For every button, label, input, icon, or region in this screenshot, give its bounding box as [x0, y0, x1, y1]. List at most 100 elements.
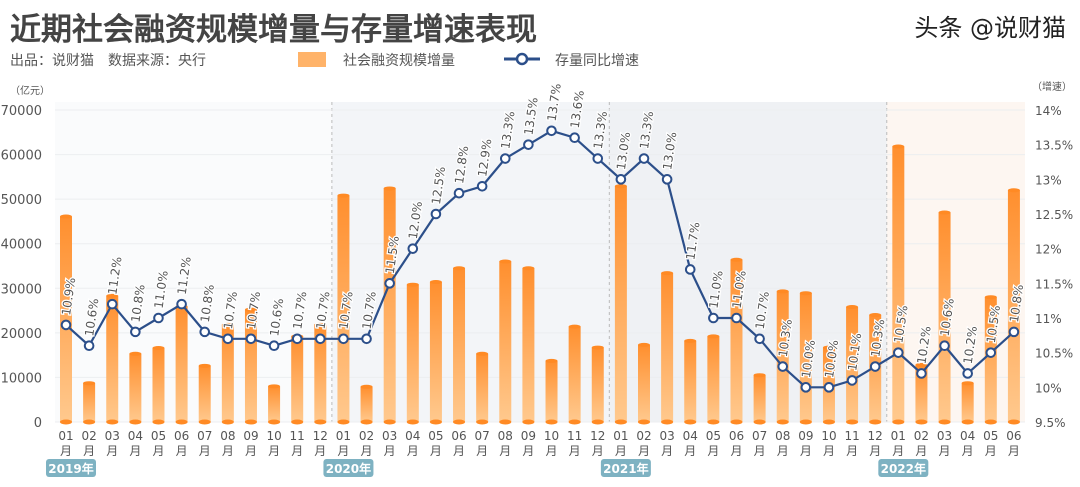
bar — [707, 336, 720, 422]
month-suffix: 月 — [522, 444, 534, 458]
bar-base — [730, 419, 743, 425]
month-suffix: 月 — [661, 444, 673, 458]
growth-data-label: 11.2% — [175, 256, 194, 296]
growth-point — [83, 340, 95, 352]
growth-data-label: 13.6% — [568, 89, 587, 129]
month-suffix: 月 — [152, 444, 164, 458]
growth-data-label: 10.1% — [845, 332, 864, 372]
left-tick-label: 30000 — [1, 282, 42, 297]
month-suffix: 月 — [707, 444, 719, 458]
growth-data-label: 13.3% — [498, 110, 517, 150]
month-label: 10 — [266, 429, 281, 443]
growth-point — [869, 361, 881, 372]
bar — [522, 268, 535, 422]
bar-base — [83, 419, 96, 425]
growth-data-label: 12.8% — [452, 145, 471, 185]
bar-base — [337, 419, 350, 425]
bar-cap — [499, 259, 512, 264]
bar-base — [614, 419, 627, 425]
month-suffix: 月 — [985, 444, 997, 458]
bar — [545, 360, 558, 422]
bar — [83, 383, 96, 422]
month-suffix: 月 — [569, 444, 581, 458]
growth-data-label: 10.8% — [198, 284, 217, 324]
bar-cap — [869, 313, 882, 318]
bar-base — [291, 419, 304, 425]
growth-point — [245, 333, 257, 345]
bar-cap — [476, 351, 489, 356]
month-label: 01 — [613, 429, 628, 443]
month-suffix: 月 — [361, 444, 373, 458]
bar-base — [892, 419, 905, 425]
growth-point — [939, 340, 950, 352]
right-tick-label: 11% — [1035, 312, 1062, 326]
growth-point — [153, 312, 164, 324]
bar-base — [268, 419, 281, 425]
growth-point — [384, 278, 395, 289]
year-badge — [323, 459, 374, 477]
month-suffix: 月 — [176, 444, 188, 458]
bar — [753, 375, 766, 422]
bar — [614, 186, 627, 422]
month-label: 05 — [151, 429, 166, 443]
growth-data-label: 10.7% — [313, 291, 332, 331]
bar-cap — [268, 384, 281, 389]
bar-cap — [661, 271, 674, 276]
bar — [776, 291, 789, 422]
bar — [684, 340, 697, 422]
growth-data-label: 13.3% — [591, 110, 610, 150]
month-suffix: 月 — [823, 444, 835, 458]
growth-point — [499, 153, 511, 164]
growth-data-label: 11.7% — [683, 221, 702, 261]
growth-point — [569, 132, 580, 144]
bar-cap — [337, 193, 350, 198]
bar-base — [429, 419, 442, 425]
month-label: 07 — [197, 429, 212, 443]
left-tick-label: 20000 — [1, 327, 42, 342]
bar-base — [753, 419, 766, 425]
growth-data-label: 10.7% — [753, 291, 772, 331]
month-suffix: 月 — [129, 444, 141, 458]
month-label: 08 — [498, 429, 513, 443]
right-tick-label: 12.5% — [1035, 208, 1073, 222]
bar-cap — [244, 307, 257, 312]
bar — [476, 353, 489, 422]
bar-cap — [892, 144, 905, 149]
year-label: 2020年 — [326, 461, 371, 476]
legend-bar-swatch — [298, 52, 326, 67]
growth-point — [661, 174, 673, 185]
year-region — [609, 102, 887, 422]
year-label: 2022年 — [881, 461, 926, 476]
bar — [60, 216, 72, 422]
bar-cap — [360, 384, 373, 389]
left-tick-label: 0 — [34, 416, 42, 431]
bar — [453, 268, 466, 422]
growth-data-label: 13.0% — [614, 131, 633, 171]
month-label: 04 — [128, 429, 143, 443]
month-label: 09 — [798, 429, 813, 443]
growth-data-label: 10.3% — [776, 318, 795, 358]
bar-cap — [545, 358, 558, 363]
month-suffix: 月 — [939, 444, 951, 458]
year-region — [886, 102, 1025, 422]
bar-base — [360, 419, 373, 425]
bar — [638, 344, 650, 422]
month-label: 02 — [359, 429, 374, 443]
bar-base — [799, 419, 812, 425]
bar-cap — [60, 214, 72, 219]
growth-point — [754, 333, 765, 345]
bar-base — [453, 419, 466, 425]
month-suffix: 月 — [268, 444, 280, 458]
year-label: 2019年 — [48, 461, 93, 476]
bar-base — [545, 419, 558, 425]
legend-line-label: 存量同比增速 — [555, 53, 639, 69]
growth-point — [731, 312, 742, 324]
bar-cap — [221, 322, 234, 327]
growth-point — [708, 312, 719, 324]
bar — [730, 259, 743, 422]
bar-base — [938, 419, 951, 425]
bar-base — [846, 419, 859, 425]
month-label: 01 — [891, 429, 906, 443]
bar — [406, 284, 419, 422]
bar-cap — [915, 362, 928, 367]
